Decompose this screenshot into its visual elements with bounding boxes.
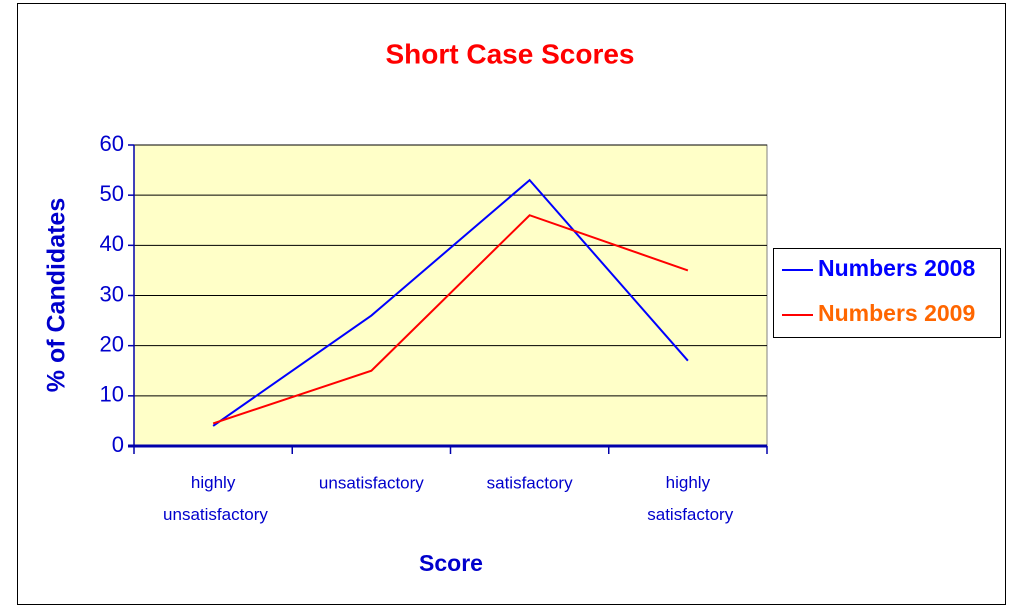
x-tick-label: highly unsatisfactory bbox=[158, 473, 268, 524]
legend-label: Numbers 2008 bbox=[818, 255, 975, 281]
y-tick-label: 0 bbox=[112, 432, 124, 457]
y-axis-label: % of Candidates bbox=[43, 198, 71, 392]
series-line bbox=[212, 214, 689, 425]
x-axis-label: Score bbox=[419, 550, 483, 576]
y-tick-label: 60 bbox=[100, 131, 124, 156]
legend-label: Numbers 2009 bbox=[818, 300, 975, 326]
y-tick-label: 10 bbox=[100, 382, 124, 407]
y-tick-label: 20 bbox=[100, 331, 124, 356]
x-tick-label: highly satisfactory bbox=[643, 473, 734, 524]
series-line bbox=[212, 178, 689, 427]
y-tick-label: 30 bbox=[100, 281, 124, 306]
y-tick-label: 50 bbox=[100, 181, 124, 206]
legend bbox=[773, 248, 1001, 338]
x-tick-label: satisfactory bbox=[487, 473, 573, 492]
chart-title: Short Case Scores bbox=[386, 38, 635, 69]
y-tick-label: 40 bbox=[100, 231, 124, 256]
x-tick-label: unsatisfactory bbox=[319, 473, 424, 492]
